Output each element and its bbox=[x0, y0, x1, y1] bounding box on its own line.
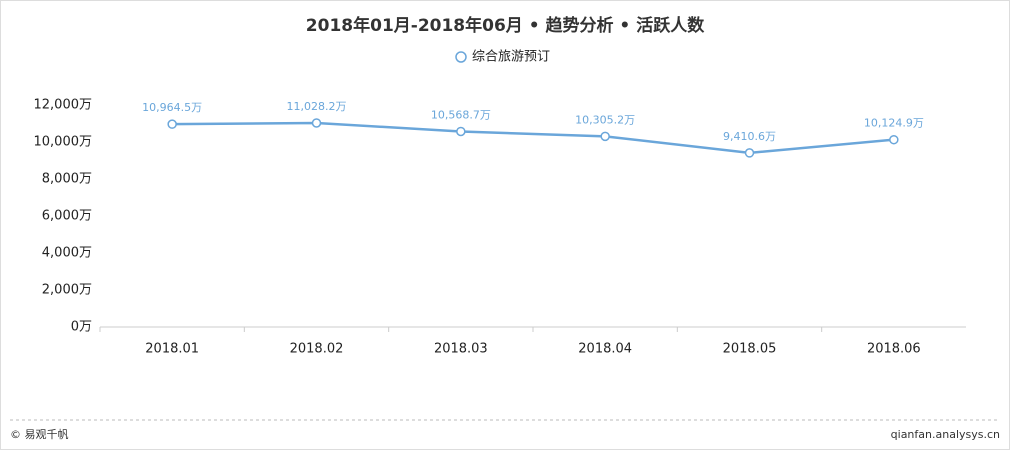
footer-right: qianfan.analysys.cn bbox=[891, 428, 1000, 441]
point bbox=[889, 134, 899, 145]
value-label: 10,964.5万 bbox=[142, 101, 202, 114]
value-label: 9,410.6万 bbox=[723, 130, 776, 143]
point bbox=[744, 148, 755, 158]
point bbox=[456, 126, 466, 137]
point bbox=[600, 131, 610, 142]
y-tick-label: 8,000万 bbox=[42, 172, 92, 187]
value-label: 10,124.9万 bbox=[864, 117, 924, 130]
x-tick-label: 2018.06 bbox=[867, 342, 921, 357]
y-tick-label: 6,000万 bbox=[42, 209, 92, 224]
legend-marker[interactable] bbox=[455, 51, 467, 63]
point bbox=[167, 119, 177, 129]
x-tick-label: 2018.01 bbox=[145, 342, 199, 357]
x-tick-label: 2018.04 bbox=[578, 342, 632, 357]
y-tick-label: 0万 bbox=[71, 320, 92, 335]
chart-title: 2018年01月-2018年06月 • 趋势分析 • 活跃人数 bbox=[306, 15, 705, 36]
y-tick-label: 10,000万 bbox=[34, 135, 93, 150]
y-tick-label: 2,000万 bbox=[42, 283, 92, 298]
point bbox=[311, 118, 322, 128]
value-label: 11,028.2万 bbox=[287, 100, 347, 113]
value-label: 10,305.2万 bbox=[575, 113, 635, 126]
x-tick-label: 2018.02 bbox=[290, 342, 344, 357]
y-tick-label: 12,000万 bbox=[34, 98, 93, 113]
x-tick-label: 2018.03 bbox=[434, 342, 488, 357]
footer-left: © 易观千帆 bbox=[10, 427, 69, 441]
x-tick-label: 2018.05 bbox=[723, 342, 777, 357]
series-line bbox=[172, 121, 894, 155]
legend-label[interactable]: 综合旅游预订 bbox=[472, 50, 550, 65]
value-label: 10,568.7万 bbox=[431, 108, 491, 121]
y-tick-label: 4,000万 bbox=[42, 246, 92, 261]
